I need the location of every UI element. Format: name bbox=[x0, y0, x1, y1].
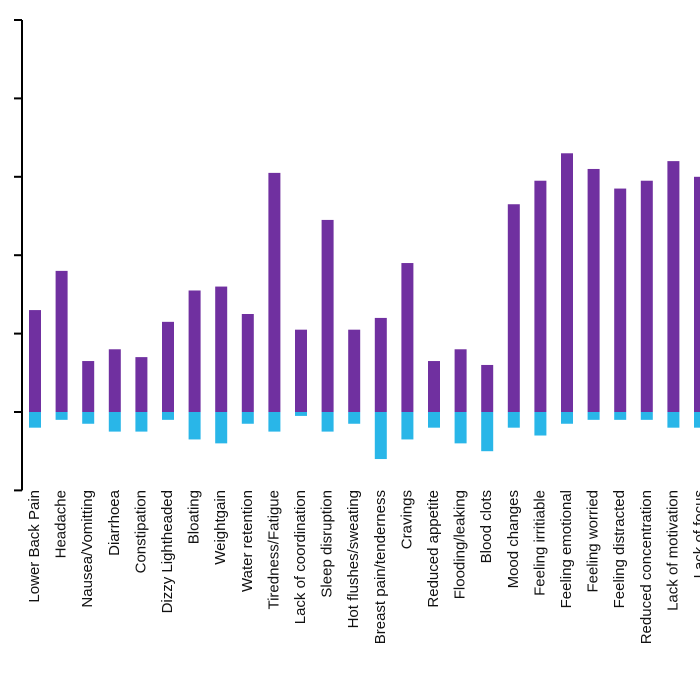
bar-positive bbox=[135, 357, 148, 412]
x-tick-label: Feeling emotional bbox=[558, 490, 575, 608]
bar-positive bbox=[507, 204, 520, 412]
bar-positive bbox=[667, 161, 680, 412]
bar-negative bbox=[694, 412, 700, 428]
bar-negative bbox=[188, 412, 201, 440]
x-tick-label: Reduced appetite bbox=[425, 490, 442, 608]
bar-negative bbox=[55, 412, 68, 420]
bar-negative bbox=[295, 412, 307, 416]
bar-negative bbox=[481, 412, 494, 452]
bar-positive bbox=[454, 349, 467, 412]
x-tick-label: Feeling distracted bbox=[611, 490, 628, 608]
bar-positive bbox=[374, 317, 387, 412]
bar-negative bbox=[507, 412, 520, 428]
bar-negative bbox=[135, 412, 148, 432]
x-tick-label: Nausea/Vomitting bbox=[79, 490, 96, 608]
bar-positive bbox=[29, 310, 41, 412]
bar-negative bbox=[534, 412, 547, 436]
bar-positive bbox=[188, 290, 201, 412]
bar-positive bbox=[481, 364, 494, 412]
x-tick-label: Weightgain bbox=[212, 490, 229, 565]
bar-positive bbox=[534, 180, 547, 412]
x-tick-label: Sleep disruption bbox=[319, 490, 336, 598]
bar-negative bbox=[640, 412, 653, 420]
bar-negative bbox=[667, 412, 680, 428]
bar-positive bbox=[215, 286, 228, 412]
bar-negative bbox=[561, 412, 573, 424]
bar-positive bbox=[82, 361, 95, 412]
bar-negative bbox=[587, 412, 600, 420]
bar-negative bbox=[374, 412, 387, 460]
bar-negative bbox=[401, 412, 414, 440]
bar-negative bbox=[268, 412, 281, 432]
bar-positive bbox=[348, 329, 361, 412]
bar-positive bbox=[295, 329, 307, 412]
bar-positive bbox=[241, 314, 254, 412]
x-tick-label: Lack of coordination bbox=[292, 490, 309, 624]
bar-positive bbox=[587, 168, 600, 412]
x-tick-label: Bloating bbox=[186, 490, 203, 544]
bar-negative bbox=[348, 412, 361, 424]
bar-positive bbox=[55, 270, 68, 412]
x-tick-label: Lack of focus bbox=[691, 490, 700, 578]
x-tick-label: Water retention bbox=[239, 490, 256, 592]
bar-negative bbox=[321, 412, 334, 432]
x-tick-label: Dizzy Lightheaded bbox=[159, 490, 176, 613]
bar-positive bbox=[401, 263, 414, 412]
bar-positive bbox=[428, 361, 440, 412]
x-tick-label: Mood changes bbox=[505, 490, 522, 588]
bar-negative bbox=[428, 412, 440, 428]
x-tick-label: Feeling irritiable bbox=[531, 490, 548, 596]
x-tick-label: Cravings bbox=[398, 490, 415, 549]
bar-negative bbox=[108, 412, 121, 432]
bar-positive bbox=[162, 321, 174, 412]
bar-positive bbox=[640, 180, 653, 412]
x-tick-label: Blood clots bbox=[478, 490, 495, 563]
bar-negative bbox=[454, 412, 467, 444]
x-tick-label: Headache bbox=[53, 490, 70, 558]
bar-positive bbox=[268, 172, 281, 412]
bar-positive bbox=[108, 349, 121, 412]
bar-positive bbox=[694, 176, 700, 412]
bar-negative bbox=[614, 412, 627, 420]
x-tick-label: Constipation bbox=[132, 490, 149, 573]
bar-negative bbox=[215, 412, 228, 444]
bar-positive bbox=[561, 153, 573, 412]
x-tick-label: Lack of motivation bbox=[664, 490, 681, 611]
x-tick-label: Lower Back Pain bbox=[26, 490, 43, 603]
category-labels: Lower Back Pain Headache Nausea/Vomitting D… bbox=[26, 489, 700, 644]
bar-positive bbox=[321, 219, 334, 412]
x-tick-label: Breast pain/tenderness bbox=[372, 490, 389, 644]
x-tick-label: Tiredness/Fatigue bbox=[265, 490, 282, 610]
bar-positive bbox=[614, 188, 627, 412]
bar-negative bbox=[162, 412, 174, 420]
bars-group bbox=[29, 153, 700, 460]
y-axis bbox=[14, 19, 23, 492]
bar-negative bbox=[82, 412, 95, 424]
x-tick-label: Reduced concentration bbox=[638, 490, 655, 644]
x-tick-label: Diarrhoea bbox=[106, 489, 123, 556]
bar-negative bbox=[241, 412, 254, 424]
bar-negative bbox=[29, 412, 41, 428]
x-tick-label: Feeling worried bbox=[585, 490, 602, 593]
x-tick-label: Hot flushes/sweating bbox=[345, 490, 362, 628]
x-tick-label: Flooding/leaking bbox=[452, 490, 469, 599]
